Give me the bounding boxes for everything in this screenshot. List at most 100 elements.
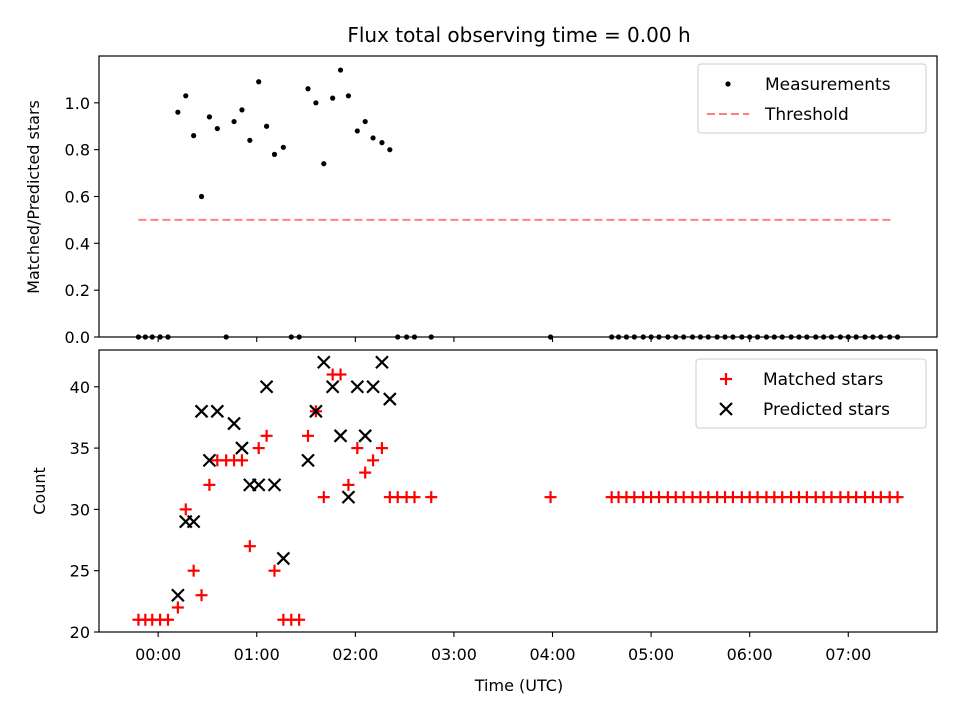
matched-star-point [293,613,306,626]
matched-star-point [367,454,380,467]
matched-star-point [351,442,364,455]
measurement-point [379,140,385,146]
measurement-point [305,86,311,92]
top-y-tick-label: 0.2 [65,281,90,300]
measurement-point [206,114,213,120]
predicted-star-point [383,392,397,406]
measurement-point [330,95,336,101]
measurement-point [198,193,205,200]
predicted-star-point [325,380,340,394]
matched-star-point [235,454,248,467]
legend-predicted-label: Predicted stars [763,400,890,420]
bottom-y-axis-label: Count [30,467,49,515]
measurement-point [313,100,319,106]
predicted-star-point [333,429,348,443]
bottom-y-tick-label: 40 [70,378,90,397]
bottom-y-tick-label: 20 [70,623,90,642]
legend-matched-marker [720,373,732,385]
legend-measurements-label: Measurements [765,75,891,95]
measurement-point [214,125,220,132]
predicted-star-point [366,380,380,394]
matched-star-point [243,540,256,553]
x-tick-label: 02:00 [332,645,378,664]
matched-star-point [302,429,315,442]
bottom-axes-frame [98,349,938,633]
top-y-tick-label: 0.0 [65,328,90,347]
measurement-point [231,118,237,125]
predicted-star-point [259,380,274,394]
predicted-star-point [358,429,372,443]
measurement-point [370,135,376,141]
bottom-y-tick-label: 25 [70,562,90,581]
matched-star-point [375,442,388,455]
measurement-point [239,107,245,113]
chart-title: Flux total observing time = 0.00 h [347,23,690,47]
measurement-point [354,128,360,134]
legend-matched-label: Matched stars [763,370,883,390]
top-y-tick-label: 0.4 [65,234,90,253]
x-tick-label: 03:00 [431,645,477,664]
x-tick-label: 05:00 [628,645,674,664]
matched-star-point [891,491,904,504]
measurement-point [256,79,262,85]
x-tick-label: 04:00 [529,645,575,664]
measurement-point [321,161,327,167]
matched-star-point [187,564,200,577]
measurement-point [175,109,181,115]
predicted-star-point [210,404,225,419]
measurement-point [387,147,393,153]
bottom-y-tick-label: 30 [70,500,90,519]
predicted-star-point [235,441,249,455]
bottom-panel: 20 25 30 35 40 00:00 01:00 02:00 03:00 04:00 05:0… [30,349,938,695]
matched-star-point [317,491,330,504]
matched-star-point [171,601,184,614]
measurement-point [345,93,352,99]
predicted-star-point [171,588,185,602]
predicted-star-point [276,551,291,566]
matched-star-point [342,478,355,491]
bottom-plot-area [132,355,904,626]
measurement-point [183,93,189,99]
predicted-star-point [350,380,365,394]
matched-star-point [179,503,192,516]
matched-star-point [359,466,372,479]
measurement-point [337,67,344,73]
x-tick-label: 06:00 [727,645,773,664]
matched-star-point [162,613,175,626]
measurement-point [271,151,278,157]
matched-star-point [544,491,557,504]
measurement-point [247,137,253,143]
legend-threshold-label: Threshold [764,105,849,125]
predicted-star-point [317,355,331,370]
matched-star-point [334,368,347,381]
matched-star-point [408,491,421,504]
measurement-point [362,118,368,125]
predicted-star-point [341,490,356,504]
predicted-star-point [194,404,209,419]
matched-star-point [195,589,208,602]
predicted-star-point [301,453,315,468]
top-x-axis [157,337,849,342]
predicted-star-point [186,514,201,529]
top-y-tick-label: 0.6 [65,188,90,207]
top-y-axis-label: Matched/Predicted stars [24,100,43,294]
predicted-star-point [202,453,217,468]
top-y-tick-label: 1.0 [65,94,90,113]
x-tick-label: 00:00 [135,645,181,664]
matched-star-point [203,478,216,491]
measurement-point [280,144,286,150]
x-tick-label: 01:00 [234,645,280,664]
legend-predicted-marker [719,402,733,416]
bottom-y-axis: 20 25 30 35 40 [70,378,99,642]
matched-star-point [268,564,281,577]
matched-star-point [252,442,265,455]
measurement-point [191,133,197,139]
predicted-star-point [267,478,282,492]
top-y-axis: 0.0 0.2 0.4 0.6 0.8 1.0 [65,94,99,347]
x-tick-label: 07:00 [825,645,871,664]
measurement-point [264,123,270,129]
bottom-legend: Matched stars Predicted stars [695,358,927,429]
predicted-star-point [251,478,266,492]
matched-star-point [425,491,438,504]
